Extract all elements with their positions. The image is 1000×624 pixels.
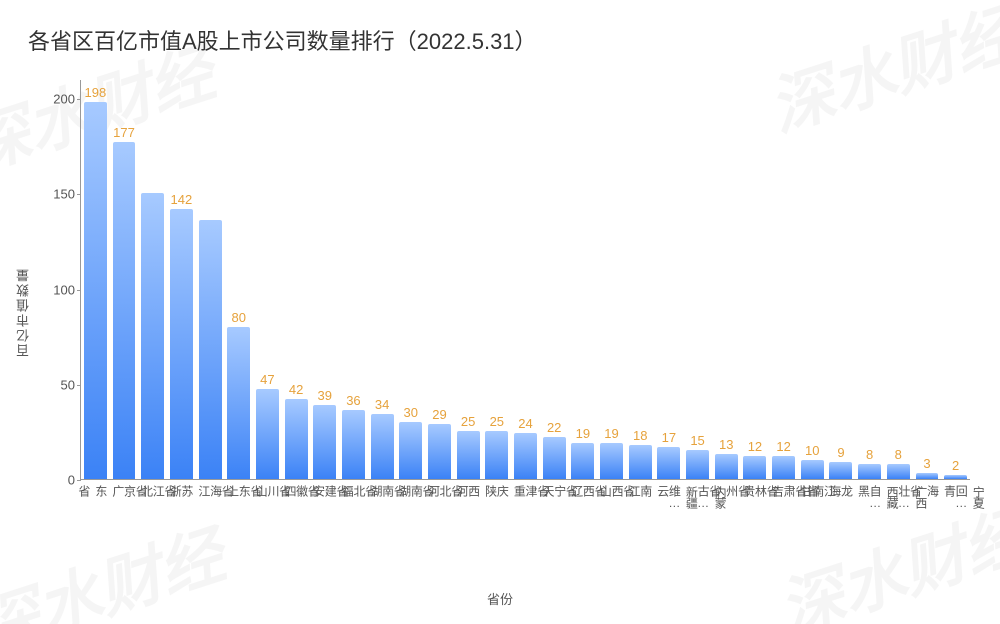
bar xyxy=(543,437,566,479)
bar-slot: 25陕西省 xyxy=(454,80,483,479)
bar-value-label: 2 xyxy=(938,458,972,473)
bar xyxy=(686,450,709,479)
category-label: 宁夏回… xyxy=(924,479,987,509)
chart-title: 各省区百亿市值A股上市公司数量排行（2022.5.31） xyxy=(28,24,537,56)
bars-group: 198广东省177北京浙江省142江苏省上海80山东省47四川省42安徽省39福… xyxy=(81,80,970,479)
bar-slot: 142江苏省 xyxy=(167,80,196,479)
bar-slot: 上海 xyxy=(196,80,225,479)
bar xyxy=(371,414,394,479)
bar xyxy=(428,424,451,479)
bar xyxy=(141,193,164,479)
bar-slot: 29河北省 xyxy=(425,80,454,479)
bar-slot: 12甘肃省 xyxy=(769,80,798,479)
bar xyxy=(199,220,222,479)
bar-slot: 9黑龙江省 xyxy=(827,80,856,479)
bar-slot: 12吉林省 xyxy=(741,80,770,479)
y-tick-mark xyxy=(77,480,81,481)
plot-area: 198广东省177北京浙江省142江苏省上海80山东省47四川省42安徽省39福… xyxy=(80,80,970,480)
bar-slot: 34湖南省 xyxy=(368,80,397,479)
bar xyxy=(829,462,852,479)
bar-slot: 3青海省 xyxy=(913,80,942,479)
chart-container: 深水财经 深水财经 深水财经 深水财经 各省区百亿市值A股上市公司数量排行（20… xyxy=(0,0,1000,624)
bar-value-label: 142 xyxy=(164,192,198,207)
bar-value-label: 80 xyxy=(222,310,256,325)
bar-slot: 13贵州省 xyxy=(712,80,741,479)
bar xyxy=(485,431,508,479)
bar-slot: 198广东省 xyxy=(81,80,110,479)
y-tick-label: 200 xyxy=(41,92,75,107)
bar xyxy=(801,460,824,479)
y-axis-label: 百亿市值数量 xyxy=(14,267,33,357)
y-tick-mark xyxy=(77,385,81,386)
x-axis-label: 省份 xyxy=(487,589,513,608)
bar-slot: 177北京 xyxy=(110,80,139,479)
bar-slot: 22辽宁省 xyxy=(540,80,569,479)
bar-value-label: 177 xyxy=(107,125,141,140)
bar xyxy=(743,456,766,479)
bar xyxy=(256,389,279,479)
bar xyxy=(657,447,680,479)
bar-slot: 15内蒙古… xyxy=(683,80,712,479)
bar xyxy=(858,464,881,479)
bar-slot: 浙江省 xyxy=(138,80,167,479)
y-tick-mark xyxy=(77,99,81,100)
bar-slot: 30河南省 xyxy=(396,80,425,479)
watermark: 深水财经 xyxy=(0,505,234,624)
bar xyxy=(313,405,336,479)
y-tick-label: 50 xyxy=(41,377,75,392)
bar-slot: 10海南省 xyxy=(798,80,827,479)
bar xyxy=(629,445,652,479)
bar-slot: 36湖北省 xyxy=(339,80,368,479)
bar-slot: 19江西省 xyxy=(597,80,626,479)
y-tick-label: 150 xyxy=(41,187,75,202)
bar-slot: 80山东省 xyxy=(224,80,253,479)
bar-slot: 47四川省 xyxy=(253,80,282,479)
bar xyxy=(772,456,795,479)
bar xyxy=(514,433,537,479)
bar-slot: 39福建省 xyxy=(310,80,339,479)
bar xyxy=(170,209,193,479)
bar-slot: 8西藏自… xyxy=(855,80,884,479)
bar-slot: 24天津 xyxy=(511,80,540,479)
bar-value-label: 198 xyxy=(78,85,112,100)
bar xyxy=(571,443,594,479)
bar-slot: 25重庆 xyxy=(482,80,511,479)
bar-slot: 17新疆维… xyxy=(655,80,684,479)
bar-slot: 18云南省 xyxy=(626,80,655,479)
bar xyxy=(84,102,107,479)
y-tick-mark xyxy=(77,194,81,195)
bar xyxy=(285,399,308,479)
bar-slot: 42安徽省 xyxy=(282,80,311,479)
bar-slot: 8广西壮… xyxy=(884,80,913,479)
bar-slot: 2宁夏回… xyxy=(941,80,970,479)
bar xyxy=(887,464,910,479)
bar xyxy=(457,431,480,479)
bar xyxy=(227,327,250,479)
bar xyxy=(715,454,738,479)
y-tick-label: 100 xyxy=(41,282,75,297)
bar xyxy=(113,142,136,479)
y-tick-label: 0 xyxy=(41,473,75,488)
bar xyxy=(600,443,623,479)
bar xyxy=(399,422,422,479)
y-tick-mark xyxy=(77,290,81,291)
bar xyxy=(342,410,365,479)
bar-slot: 19山西省 xyxy=(569,80,598,479)
